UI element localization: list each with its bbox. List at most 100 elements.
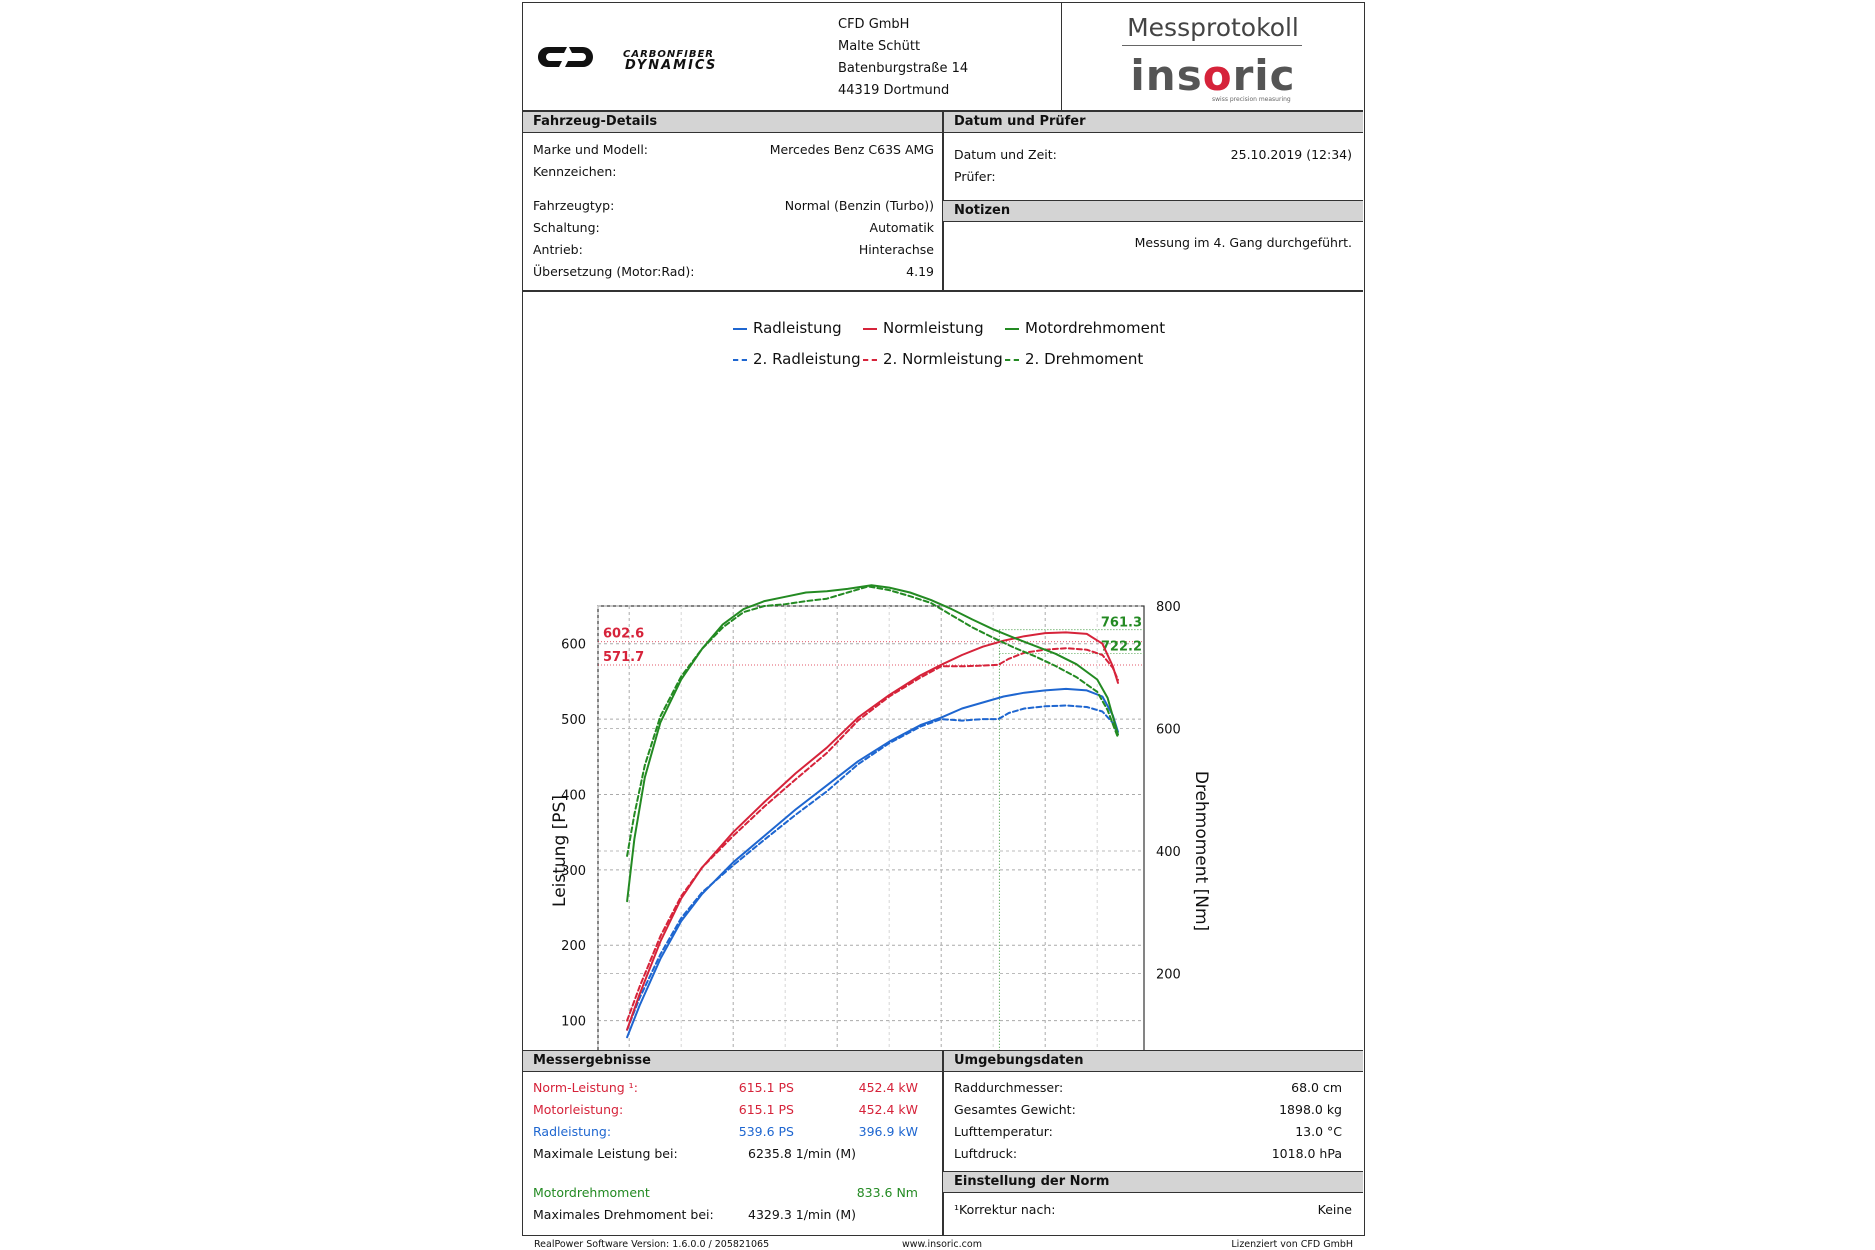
y-tick-label: 500 [561, 713, 586, 728]
legend-item-motordrehmoment: Motordrehmoment [1005, 319, 1165, 337]
chart-top-border [523, 290, 1363, 292]
examiner-label: Prüfer: [954, 169, 996, 184]
address-block: CFD GmbH Malte Schütt Batenburgstraße 14… [838, 14, 968, 102]
cfd-logo: CARBONFIBER DYNAMICS [537, 46, 717, 71]
env-value: 13.0 °C [1295, 1124, 1342, 1139]
insoric-logo: insoric [1062, 51, 1364, 100]
norm-correction-label: ¹Korrektur nach: [954, 1202, 1056, 1217]
series-line-2-normleistung [626, 647, 1119, 1022]
plot-frame [597, 605, 1145, 1051]
legend-item-normleistung: Normleistung [863, 319, 984, 337]
legend-label: 2. Normleistung [883, 350, 1003, 368]
address-line: CFD GmbH [838, 17, 910, 32]
series-line-2-drehmoment [626, 585, 1119, 857]
env-value: 1898.0 kg [1279, 1102, 1342, 1117]
vehicle-value: 4.19 [906, 264, 934, 279]
notes-text: Messung im 4. Gang durchgeführt. [1134, 235, 1352, 250]
norm-power-ps: 615.1 PS [738, 1080, 794, 1095]
legend-swatch [733, 327, 747, 330]
website-link[interactable]: www.insoric.com [902, 1239, 982, 1250]
wheel-power-kw: 396.9 kW [858, 1124, 918, 1139]
y-tick-label: 300 [561, 864, 586, 879]
env-value: 1018.0 hPa [1271, 1146, 1342, 1161]
column-divider [942, 111, 944, 291]
legend-swatch [863, 358, 877, 361]
series-line-radleistung [626, 687, 1119, 1039]
max-power-value: 6235.8 1/min (M) [748, 1146, 856, 1161]
wheel-power-ps: 539.6 PS [738, 1124, 794, 1139]
env-value: 68.0 cm [1291, 1080, 1342, 1095]
vehicle-label: Marke und Modell: [533, 142, 649, 157]
legend-swatch [863, 327, 877, 330]
y2-tick-label: 400 [1156, 845, 1181, 860]
address-line: 44319 Dortmund [838, 83, 950, 98]
vehicle-label: Fahrzeugtyp: [533, 198, 615, 213]
engine-power-label: Motorleistung: [533, 1102, 624, 1117]
legend-label: 2. Radleistung [753, 350, 861, 368]
results-section-title: Messergebnisse [533, 1053, 651, 1068]
y-tick-label: 400 [561, 788, 586, 803]
software-version: RealPower Software Version: 1.6.0.0 / 20… [534, 1239, 770, 1250]
legend-label: 2. Drehmoment [1025, 350, 1144, 368]
wheel-power-label: Radleistung: [533, 1124, 612, 1139]
license-text: Lizenziert von CFD GmbH [1231, 1239, 1353, 1250]
engine-power-ps: 615.1 PS [738, 1102, 794, 1117]
legend-label: Motordrehmoment [1025, 319, 1166, 337]
legend-label: Normleistung [883, 319, 984, 337]
logo-line1: CARBONFIBER [623, 49, 714, 60]
y-tick-label: 600 [561, 638, 586, 653]
y2-tick-label: 600 [1156, 723, 1181, 738]
protocol-sheet: CARBONFIBER DYNAMICS CFD GmbH Malte Schü… [522, 2, 1365, 1236]
env-label: Raddurchmesser: [954, 1080, 1064, 1095]
annotation-label: 761.3 [1101, 616, 1142, 631]
torque-label: Motordrehmoment [533, 1185, 650, 1200]
logo-area: CARBONFIBER DYNAMICS [523, 3, 1061, 111]
vehicle-value: Mercedes Benz C63S AMG [769, 142, 934, 157]
brand-prefix: ins [1130, 51, 1203, 100]
series-line-normleistung [626, 631, 1119, 1031]
series-line-2-radleistung [626, 704, 1119, 1031]
y2-tick-label: 800 [1156, 600, 1181, 615]
legend-swatch [1005, 327, 1019, 330]
logo-line2: DYNAMICS [625, 58, 717, 71]
y-axis-label: Leistung [PS] [550, 795, 570, 907]
env-label: Luftdruck: [954, 1146, 1018, 1161]
legend-item-2-drehmoment: 2. Drehmoment [1005, 350, 1143, 368]
legend-swatch [1005, 358, 1019, 361]
annotation-label: 571.7 [603, 650, 644, 665]
vehicle-label: Schaltung: [533, 220, 600, 235]
max-torque-value: 4329.3 1/min (M) [748, 1207, 856, 1222]
norm-power-label: Norm-Leistung ¹: [533, 1080, 638, 1095]
y-tick-label: 200 [561, 939, 586, 954]
brand-o: o [1202, 51, 1233, 100]
vehicle-section-title: Fahrzeug-Details [533, 114, 658, 129]
legend-item-2-radleistung: 2. Radleistung [733, 350, 861, 368]
max-power-label: Maximale Leistung bei: [533, 1146, 678, 1161]
environment-section-title: Umgebungsdaten [954, 1053, 1084, 1068]
address-line: Malte Schütt [838, 39, 921, 54]
y-tick-label: 100 [561, 1015, 586, 1030]
legend-item-2-normleistung: 2. Normleistung [863, 350, 1003, 368]
max-torque-label: Maximales Drehmoment bei: [533, 1207, 714, 1222]
date-section-title: Datum und Prüfer [954, 114, 1086, 129]
legend-item-radleistung: Radleistung [733, 319, 842, 337]
date-value: 25.10.2019 (12:34) [1230, 147, 1352, 162]
norm-correction-value: Keine [1317, 1202, 1352, 1217]
norm-power-kw: 452.4 kW [858, 1080, 918, 1095]
vehicle-value: Hinterachse [858, 242, 934, 257]
torque-value: 833.6 Nm [856, 1185, 918, 1200]
series-line-motordrehmoment [626, 584, 1119, 903]
notes-header-bar [943, 200, 1363, 222]
vehicle-label: Antrieb: [533, 242, 583, 257]
norm-section-title: Einstellung der Norm [954, 1174, 1110, 1189]
env-label: Gesamtes Gewicht: [954, 1102, 1076, 1117]
vehicle-label: Übersetzung (Motor:Rad): [533, 264, 695, 279]
engine-power-kw: 452.4 kW [858, 1102, 918, 1117]
y2-axis-label: Drehmoment [Nm] [1191, 771, 1211, 931]
brand-subtitle: swiss precision measuring [1212, 96, 1291, 103]
vehicle-value: Automatik [869, 220, 934, 235]
date-label: Datum und Zeit: [954, 147, 1057, 162]
header: CARBONFIBER DYNAMICS CFD GmbH Malte Schü… [523, 3, 1363, 111]
y2-tick-label: 200 [1156, 968, 1181, 983]
legend-label: Radleistung [753, 319, 842, 337]
